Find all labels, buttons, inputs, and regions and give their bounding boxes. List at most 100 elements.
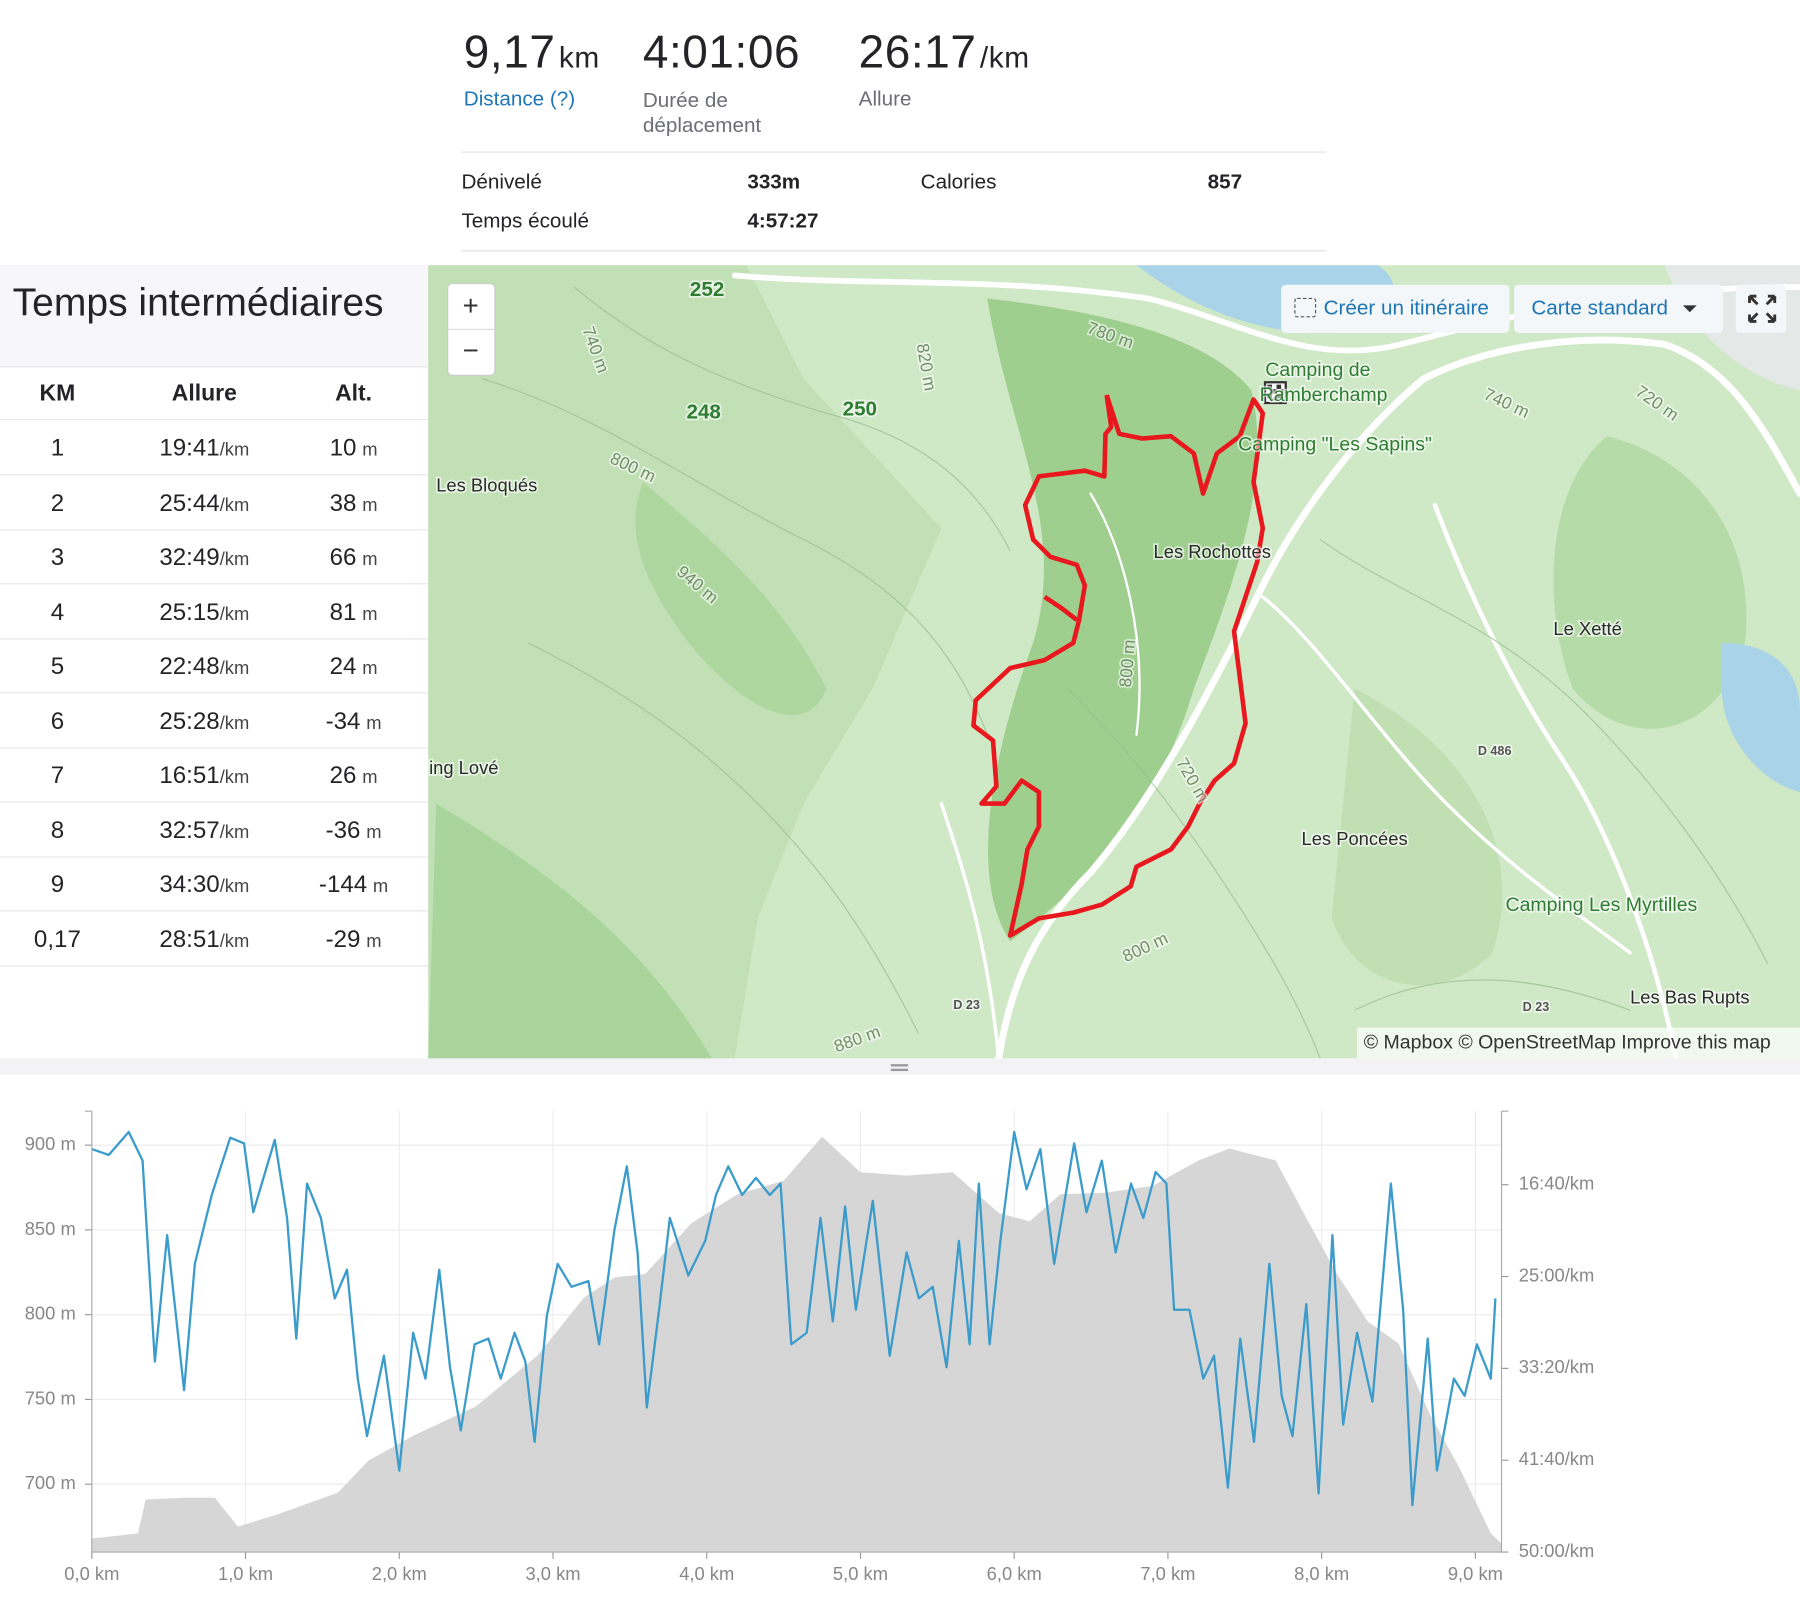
terrain-slope bbox=[987, 298, 1258, 942]
route bbox=[971, 394, 1266, 938]
row-line bbox=[0, 474, 429, 476]
alt-value: -144 bbox=[318, 871, 368, 898]
x-tick-label: 3,0 km bbox=[525, 1563, 580, 1584]
split-pace: 25:15/km bbox=[135, 599, 273, 627]
divider bbox=[461, 250, 1326, 252]
x-tick-label: 4,0 km bbox=[679, 1563, 734, 1584]
row-line bbox=[0, 637, 429, 639]
row-line bbox=[0, 419, 429, 421]
split-km: 5 bbox=[50, 653, 65, 680]
pace-value: 19:41 bbox=[159, 435, 220, 462]
pace-value: 25:28 bbox=[159, 707, 220, 735]
map-label: D 23 bbox=[1523, 1000, 1550, 1014]
split-km: 9 bbox=[50, 871, 65, 898]
pace-unit: /km bbox=[219, 822, 250, 843]
stat-unit: /km bbox=[979, 40, 1030, 75]
zoom-out-button[interactable]: − bbox=[463, 335, 479, 366]
alt-value: 10 bbox=[329, 435, 357, 462]
pace-unit: /km bbox=[219, 931, 250, 952]
pace-value: 28:51 bbox=[159, 925, 220, 953]
splits-title: Temps intermédiaires bbox=[12, 281, 384, 325]
pace-unit: /km bbox=[219, 495, 250, 515]
row-line bbox=[0, 964, 429, 967]
row-line bbox=[0, 855, 429, 857]
split-km: 4 bbox=[50, 598, 65, 626]
alt-unit: m bbox=[362, 658, 378, 679]
map-label: D 486 bbox=[1478, 744, 1512, 758]
terrain bbox=[1331, 688, 1503, 986]
map-label: D 23 bbox=[953, 998, 980, 1012]
y2-tick-label: 33:20/km bbox=[1519, 1356, 1595, 1377]
y2-tick-label: 41:40/km bbox=[1519, 1448, 1595, 1469]
detail-value: 857 bbox=[1207, 169, 1243, 193]
split-alt: 26 m bbox=[285, 762, 423, 790]
alt-value: -29 bbox=[325, 925, 361, 953]
pace-value: 25:44 bbox=[159, 489, 220, 517]
y-tick-label: 750 m bbox=[25, 1387, 76, 1408]
x-tick-label: 2,0 km bbox=[372, 1563, 427, 1584]
split-pace: 28:51/km bbox=[135, 926, 273, 954]
y2-tick-label: 25:00/km bbox=[1519, 1264, 1595, 1285]
stat-label-link[interactable]: Distance (?) bbox=[463, 87, 576, 111]
pace-unit: /km bbox=[219, 440, 250, 461]
detail-label: Temps écoulé bbox=[461, 208, 589, 232]
map-label: 250 bbox=[843, 397, 877, 420]
split-alt: -36 m bbox=[285, 817, 423, 845]
map-label: Les Rochottes bbox=[1154, 541, 1271, 562]
elevation-area bbox=[91, 1136, 1502, 1553]
stat-pace: 26:17/km bbox=[859, 28, 1030, 80]
split-km: 7 bbox=[50, 762, 65, 789]
stat-unit: km bbox=[558, 40, 600, 75]
elevation-chart: 0,0 km 1,0 km 2,0 km 3,0 km 4,0 km 5,0 km 6,0 … bbox=[25, 1110, 1595, 1584]
terrain bbox=[1553, 436, 1747, 729]
map-label: 248 bbox=[686, 401, 720, 424]
create-route-button[interactable]: Créer un itinéraire bbox=[1324, 296, 1489, 319]
map[interactable]: 252 248 250 Les Bloqués ing Lové Les Rochotte… bbox=[428, 265, 1800, 1059]
plot-area bbox=[91, 1130, 1502, 1553]
x-tick-label: 5,0 km bbox=[833, 1563, 888, 1584]
alt-unit: m bbox=[372, 877, 389, 897]
pace-unit: /km bbox=[219, 658, 250, 679]
zoom-in-button[interactable]: + bbox=[463, 290, 479, 321]
alt-unit: m bbox=[362, 767, 378, 788]
map-label: Camping "Les Sapins" bbox=[1238, 434, 1432, 456]
split-pace: 19:41/km bbox=[135, 435, 273, 463]
detail-value: 4:57:27 bbox=[747, 208, 819, 232]
pace-value: 25:15 bbox=[159, 598, 220, 626]
row-line bbox=[0, 746, 429, 748]
splits-panel: Temps intermédiaires KM Allure Alt. 1 19:… bbox=[0, 265, 429, 1059]
split-alt: 10 m bbox=[285, 435, 423, 463]
stat-distance: 9,17 km bbox=[464, 28, 600, 80]
pace-value: 34:30 bbox=[159, 871, 220, 898]
pace-value: 22:48 bbox=[159, 653, 220, 680]
alt-unit: m bbox=[366, 713, 382, 733]
alt-unit: m bbox=[362, 440, 378, 461]
attribution-bg bbox=[1356, 1027, 1800, 1059]
stat-value: 4:01:06 bbox=[642, 27, 801, 79]
split-pace: 32:57/km bbox=[135, 817, 273, 845]
stat-label: Allure bbox=[858, 87, 912, 111]
alt-unit: m bbox=[366, 822, 382, 843]
dropdown-caret bbox=[1682, 305, 1697, 313]
pace-line bbox=[91, 1130, 1497, 1507]
map-style-dropdown[interactable]: Carte standard bbox=[1531, 296, 1668, 319]
pace-unit: /km bbox=[219, 877, 250, 897]
map-attribution[interactable]: © Mapbox © OpenStreetMap Improve this ma… bbox=[1364, 1032, 1771, 1054]
stat-value: 9,17 bbox=[463, 27, 556, 79]
split-pace: 34:30/km bbox=[135, 871, 273, 899]
x-tick-label: 8,0 km bbox=[1294, 1563, 1349, 1584]
x-tick-label: 9,0 km bbox=[1448, 1563, 1503, 1584]
x-tick-label: 0,0 km bbox=[64, 1563, 119, 1584]
alt-value: 81 bbox=[329, 598, 357, 626]
terrain bbox=[428, 803, 712, 1059]
x-tick-label: 1,0 km bbox=[218, 1563, 273, 1584]
y-tick-label: 900 m bbox=[25, 1133, 76, 1154]
pace-value: 32:57 bbox=[159, 816, 220, 844]
column-header: Alt. bbox=[335, 381, 373, 407]
row-line bbox=[0, 366, 429, 368]
fullscreen-button[interactable] bbox=[1735, 284, 1787, 333]
split-alt: 38 m bbox=[285, 490, 423, 518]
roads bbox=[731, 272, 1800, 1059]
column-header: KM bbox=[39, 381, 76, 407]
